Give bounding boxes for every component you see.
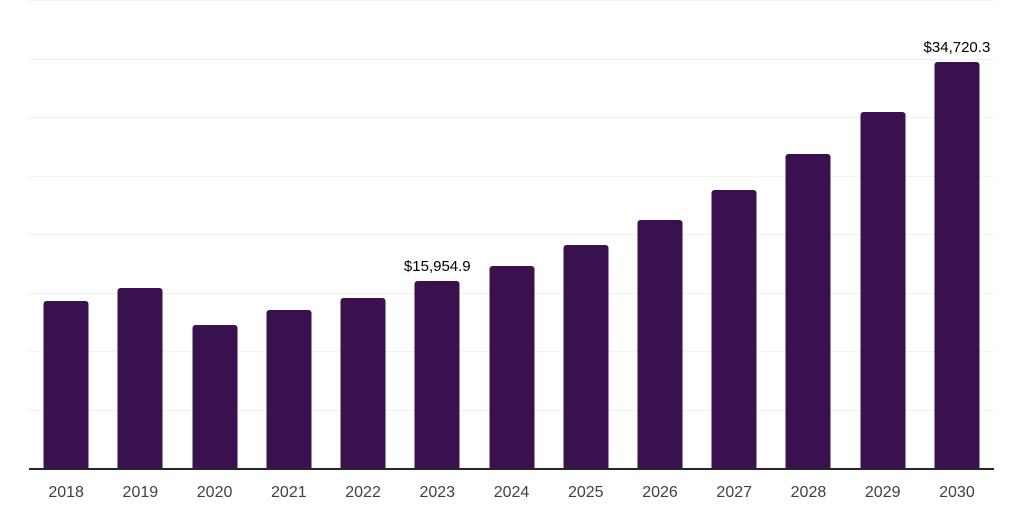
bar-2024 [489, 265, 535, 468]
bar-slot-2018 [29, 0, 103, 468]
bar-2018 [43, 300, 89, 468]
gridline [29, 58, 994, 60]
bar-2026 [637, 219, 683, 468]
plot-area: $15,954.9 $34,720.3 [29, 0, 994, 470]
bar-2021 [266, 309, 312, 468]
bar-slot-2026 [623, 0, 697, 468]
bar-slot-2028 [771, 0, 845, 468]
x-tick-label-2026: 2026 [642, 484, 678, 501]
bar-slot-2019 [103, 0, 177, 468]
bar-2027 [711, 190, 757, 468]
bar-slot-2030: $34,720.3 [920, 0, 994, 468]
bar-value-label-2030: $34,720.3 [923, 38, 991, 56]
bar-slot-2020 [177, 0, 251, 468]
bars: $15,954.9 $34,720.3 [29, 0, 994, 468]
x-tick-label-2023: 2023 [419, 484, 456, 501]
bar-slot-2029 [846, 0, 920, 468]
x-tick-label-2020: 2020 [196, 484, 233, 501]
bar-value-label-2023: $15,954.9 [403, 258, 471, 276]
x-tick-label-2027: 2027 [716, 484, 753, 501]
bar-slot-2025 [549, 0, 623, 468]
bar-2030 [934, 61, 980, 468]
x-tick-label-2021: 2021 [271, 484, 307, 501]
x-axis-labels: 2018 2019 2020 2021 2022 2023 2024 2025 2026 2027… [29, 483, 994, 503]
x-axis-line [29, 468, 994, 470]
x-tick-label-2028: 2028 [790, 484, 827, 501]
bar-2029 [860, 112, 906, 468]
bar-slot-2022 [326, 0, 400, 468]
x-tick-label-2019: 2019 [122, 484, 159, 501]
bar-2020 [192, 324, 238, 468]
bar-2023 [414, 281, 460, 468]
bar-2025 [563, 244, 609, 468]
bar-slot-2024 [474, 0, 548, 468]
bar-slot-2023: $15,954.9 [400, 0, 474, 468]
bar-2022 [340, 297, 386, 468]
x-tick-label-2024: 2024 [493, 484, 530, 501]
x-tick-label-2018: 2018 [48, 484, 84, 501]
gridline [29, 0, 994, 1]
bar-2019 [117, 287, 163, 468]
bar-2028 [785, 154, 831, 468]
bar-slot-2021 [252, 0, 326, 468]
x-tick-label-2022: 2022 [345, 484, 381, 501]
gridline [29, 117, 994, 118]
x-tick-label-2030: 2030 [939, 484, 975, 501]
x-tick-label-2025: 2025 [567, 484, 604, 501]
bar-slot-2027 [697, 0, 771, 468]
gridline [29, 175, 994, 177]
gridline [29, 234, 994, 235]
x-tick-label-2029: 2029 [864, 484, 901, 501]
